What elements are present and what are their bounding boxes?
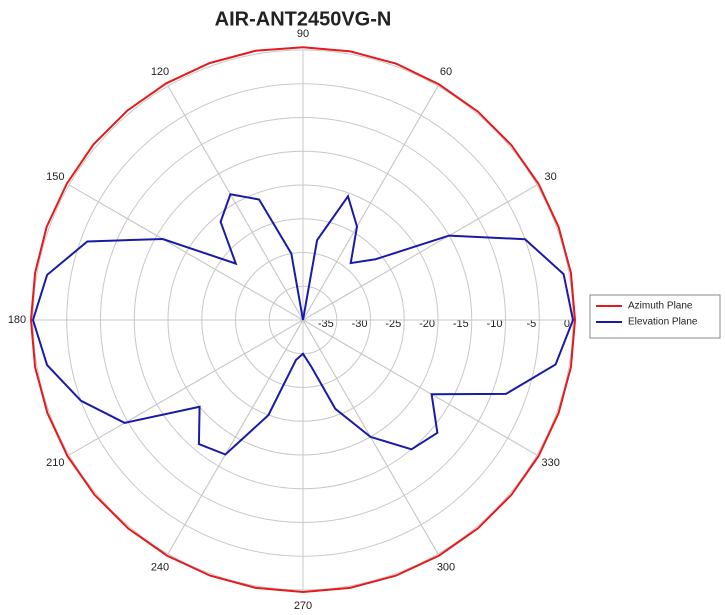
theta-tick-label: 270 [294, 600, 312, 610]
r-tick-label: -15 [453, 318, 469, 330]
r-tick-label: 0 [564, 318, 570, 330]
r-tick-label: -5 [526, 318, 536, 330]
r-tick-label: -20 [419, 318, 435, 330]
theta-tick-label: 330 [542, 457, 560, 469]
series-line [31, 193, 575, 456]
r-tick-label: -35 [318, 318, 334, 330]
theta-tick-label: 210 [46, 457, 64, 469]
theta-tick-label: 90 [297, 28, 309, 40]
legend-label: Azimuth Plane [628, 301, 693, 312]
series-line [29, 46, 577, 594]
theta-tick-label: 150 [46, 171, 64, 183]
theta-tick-label: 60 [440, 66, 452, 78]
r-tick-label: -10 [487, 318, 503, 330]
legend-label: Elevation Plane [628, 317, 698, 328]
legend-box [589, 294, 721, 339]
r-tick-label: -30 [352, 318, 368, 330]
chart-title: AIR-ANT2450VG-N [215, 8, 392, 30]
r-tick-label: -25 [385, 318, 401, 330]
theta-tick-label: 240 [151, 562, 169, 574]
theta-tick-label: 30 [545, 171, 557, 183]
theta-tick-label: 180 [8, 314, 26, 326]
theta-tick-label: 300 [437, 562, 455, 574]
theta-tick-label: 120 [151, 66, 169, 78]
